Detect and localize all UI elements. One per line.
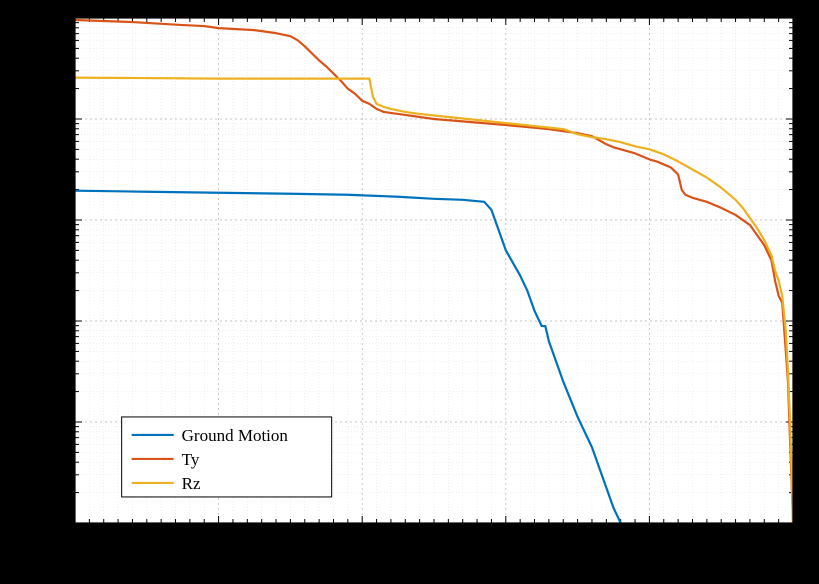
chart-container: Ground Motion Ty Rz: [0, 0, 819, 584]
legend-label: Ground Motion: [182, 426, 289, 445]
legend: Ground Motion Ty Rz: [122, 417, 332, 497]
legend-label: Ty: [182, 450, 200, 469]
legend-label: Rz: [182, 474, 201, 493]
line-chart: Ground Motion Ty Rz: [0, 0, 819, 584]
